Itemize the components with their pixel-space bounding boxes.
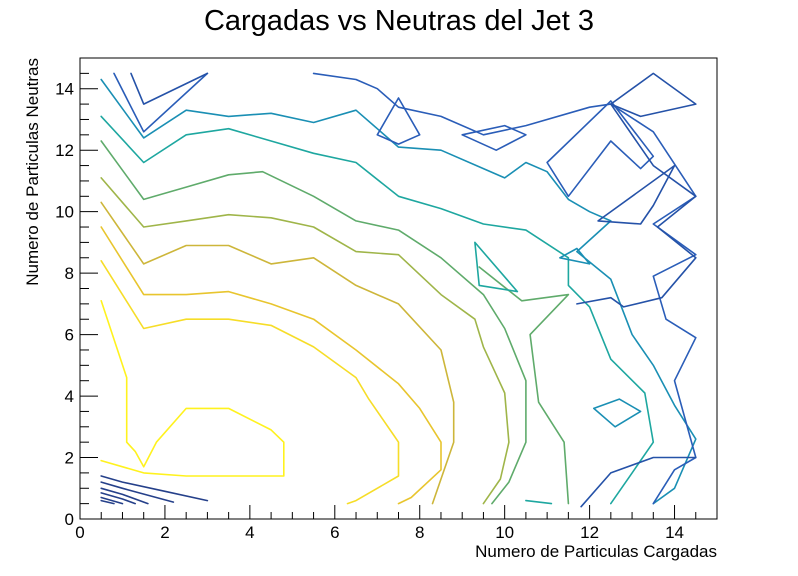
contour-line-1-0 [100,259,400,505]
y-tick-label: 2 [65,449,74,468]
contour-line-8-3 [461,124,527,151]
contour-lines [100,72,697,508]
contour-line-10-2 [100,487,149,505]
contour-line-2-0 [100,226,442,505]
x-tick-label: 2 [160,523,169,542]
contour-line-9-0 [130,72,209,105]
x-tick-label: 6 [330,523,339,542]
contour-line-4-0 [100,177,510,505]
contour-line-0-0 [100,299,285,477]
chart-title: Cargadas vs Neutras del Jet 3 [204,5,594,37]
contour-line-8-4 [546,100,655,198]
contour-line-6-0 [100,115,655,505]
y-axis-label: Numero de Particulas Neutras [23,58,42,286]
contour-line-7-2 [592,398,642,428]
y-tick-label: 0 [65,510,74,529]
contour-line-6-2 [525,499,553,505]
contour-line-10-4 [100,496,124,505]
contour-line-9-1 [609,72,697,118]
x-tick-label: 8 [415,523,424,542]
y-tick-label: 4 [65,387,74,406]
contour-line-3-0 [100,201,455,505]
y-tick-label: 6 [65,326,74,345]
x-tick-label: 10 [495,523,514,542]
contour-line-5-1 [478,266,570,505]
contour-line-10-1 [100,481,175,503]
contour-line-10-5 [100,499,115,505]
x-axis: 0 2 4 6 8 10 12 14 [75,505,718,542]
x-tick-label: 12 [580,523,599,542]
contour-line-7-0 [100,78,697,505]
y-tick-label: 14 [55,80,74,99]
contour-line-9-4 [580,456,697,508]
x-tick-label: 4 [245,523,254,542]
contour-line-7-1 [559,247,591,265]
contour-line-10-3 [100,492,136,505]
y-tick-label: 10 [55,203,74,222]
y-axis: 0 2 4 6 8 10 12 14 [55,57,98,529]
x-axis-label: Numero de Particulas Cargadas [475,542,717,561]
contour-line-9-3 [597,164,676,225]
x-tick-label: 14 [665,523,684,542]
contour-line-9-2 [576,103,697,308]
contour-line-8-2 [376,97,421,145]
contour-line-5-0 [100,140,527,505]
contour-line-6-1 [474,241,519,293]
y-tick-label: 8 [65,264,74,283]
contour-line-10-0 [100,475,209,502]
x-tick-label: 0 [75,523,84,542]
y-tick-label: 12 [55,141,74,160]
contour-line-8-0 [113,72,209,133]
